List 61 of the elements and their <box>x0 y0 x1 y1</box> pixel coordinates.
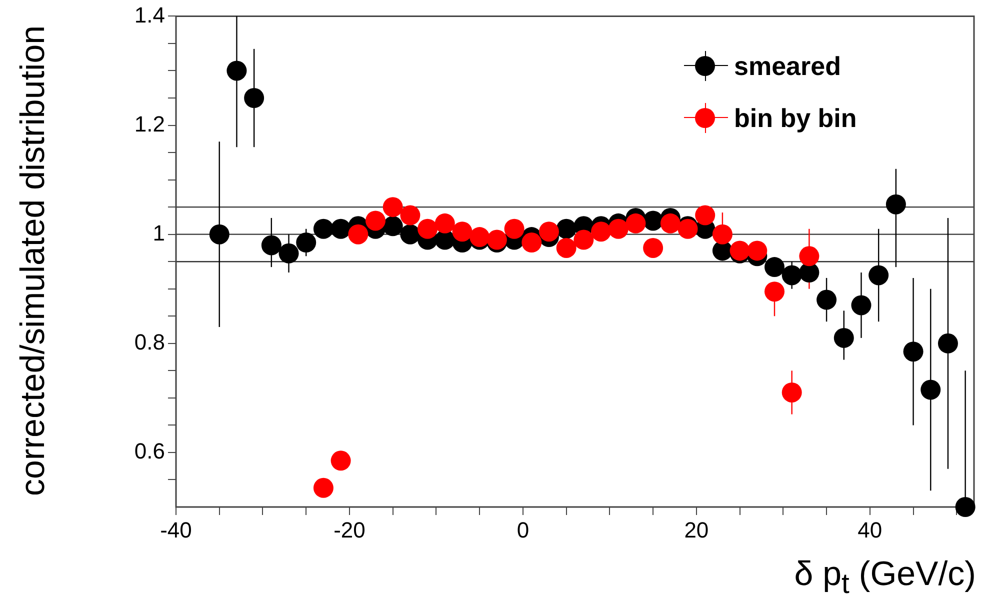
y-tick-label: 1.4 <box>134 2 165 28</box>
point <box>574 230 594 250</box>
y-tick-label: 0.8 <box>134 329 165 354</box>
point <box>382 216 403 236</box>
point <box>868 265 889 286</box>
point <box>366 210 386 231</box>
x-axis-title: δ p$_{t}$ (GeV/c) <box>794 555 976 601</box>
point <box>261 235 282 256</box>
point <box>434 213 455 234</box>
point <box>799 246 820 266</box>
x-tick-label: 0 <box>516 517 530 542</box>
point <box>452 222 472 242</box>
point <box>955 497 976 517</box>
point <box>816 290 837 310</box>
point <box>348 224 368 244</box>
point <box>747 240 768 261</box>
point <box>608 218 628 239</box>
point <box>764 257 784 278</box>
x-tick-label: -40 <box>160 517 192 542</box>
point <box>226 60 247 81</box>
point <box>695 205 716 226</box>
legend-label: smeared <box>734 50 841 82</box>
point <box>851 295 872 316</box>
x-tick-label: 40 <box>858 517 882 542</box>
point <box>782 265 802 286</box>
point <box>400 224 420 244</box>
point <box>764 282 784 302</box>
point <box>782 382 802 402</box>
legend-label: bin by bin <box>734 102 857 134</box>
point <box>522 232 542 253</box>
point <box>626 213 646 234</box>
y-tick-label: 0.6 <box>134 438 165 464</box>
x-tick-label: -20 <box>334 517 366 542</box>
point <box>920 380 941 400</box>
point <box>556 238 576 258</box>
point <box>330 218 351 239</box>
point <box>418 218 438 239</box>
point <box>660 213 680 234</box>
y-tick-label: 1 <box>152 220 165 246</box>
point <box>938 333 958 354</box>
point <box>296 232 316 253</box>
y-axis-title: corrected/simulated distribution <box>14 24 53 496</box>
point <box>313 478 334 498</box>
point <box>538 222 559 242</box>
y-tick-label: 1.2 <box>134 111 165 136</box>
point <box>278 243 299 264</box>
point <box>834 328 854 348</box>
point <box>504 218 524 239</box>
point <box>244 88 264 108</box>
point <box>799 262 820 283</box>
point <box>382 197 403 218</box>
point <box>591 222 612 242</box>
point <box>643 238 664 258</box>
point <box>886 194 906 214</box>
point <box>903 342 924 362</box>
point <box>400 205 420 226</box>
point <box>330 450 351 471</box>
point <box>313 218 334 239</box>
point <box>209 224 230 244</box>
point <box>712 224 732 244</box>
x-tick-label: 20 <box>684 517 709 542</box>
